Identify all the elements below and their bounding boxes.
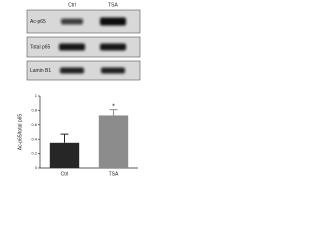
y-tick-label: 0.2	[31, 151, 37, 156]
y-tick-label: 0	[35, 165, 38, 170]
y-tick-label: 1	[35, 93, 38, 98]
significance-marker: *	[112, 104, 115, 111]
band	[100, 43, 126, 51]
x-tick-label: TSA	[109, 171, 119, 177]
lane-label: Ctrl	[68, 2, 76, 8]
y-tick-label: 0.8	[31, 107, 37, 112]
row-label: Ac-p65	[30, 19, 46, 25]
western-blot: Ctrl TSA Ac-p65 Total p65 Lamin B1	[26, 2, 141, 81]
y-tick-label: 0.6	[31, 122, 37, 127]
band	[59, 43, 85, 51]
y-tick-label: 0.4	[31, 136, 37, 141]
band	[60, 67, 84, 74]
error-bar	[109, 109, 118, 116]
row-label: Total p65	[30, 44, 51, 50]
blot-panel	[26, 9, 141, 34]
band	[101, 67, 125, 74]
row-label: Lamin B1	[30, 68, 51, 74]
band	[61, 18, 83, 25]
bar-chart: 0 0.2 0.4 0.6 0.8 1 Ac-p65/total p65 Ctrl TSA *	[17, 93, 138, 177]
x-tick-label: Ctrl	[61, 171, 69, 177]
figure: Ctrl TSA Ac-p65 Total p65 Lamin B1 0 0.2 0.4 0.…	[17, 2, 141, 177]
y-axis-title: Ac-p65/total p65	[17, 114, 23, 151]
bar	[49, 142, 80, 168]
band	[100, 17, 126, 26]
error-bar	[60, 133, 69, 143]
lane-label: TSA	[108, 2, 118, 8]
bar	[98, 115, 129, 168]
